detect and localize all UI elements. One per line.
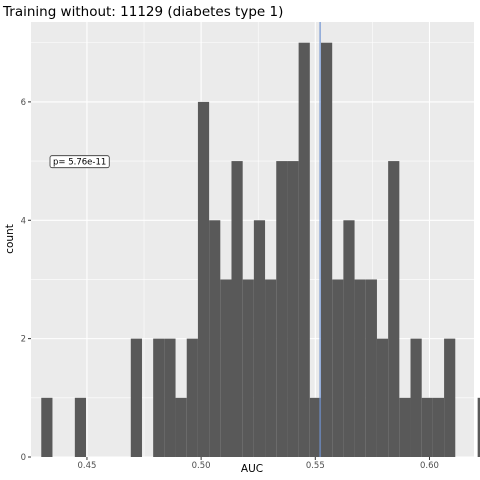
histogram-bar: [231, 161, 243, 457]
histogram-bar: [388, 161, 400, 457]
histogram-bar: [242, 279, 254, 457]
histogram-bars: [41, 42, 480, 458]
y-tick-label: 4: [21, 216, 26, 226]
histogram-bar: [343, 220, 355, 457]
histogram-bar: [365, 279, 377, 457]
histogram-bar: [432, 397, 445, 457]
histogram-bar: [399, 397, 411, 457]
p-value-label: p= 5.76e-11: [53, 158, 106, 168]
y-tick-label: 6: [21, 98, 26, 108]
histogram-bar: [153, 338, 165, 457]
histogram-bar: [186, 338, 198, 457]
histogram-bar: [410, 338, 422, 457]
histogram-bar: [321, 42, 333, 457]
histogram-bar: [253, 220, 266, 457]
histogram-bar: [287, 161, 299, 457]
histogram-bar: [209, 220, 221, 457]
histogram-bar: [164, 338, 176, 457]
histogram-bar: [477, 397, 480, 457]
x-axis-title: AUC: [241, 463, 263, 475]
histogram-bar: [332, 279, 344, 457]
histogram-bar: [276, 161, 288, 457]
x-tick-label: 0.55: [306, 461, 325, 471]
histogram-bar: [197, 101, 210, 458]
annotation-box: [49, 155, 110, 169]
histogram-bar: [175, 397, 187, 457]
histogram-bar: [376, 338, 389, 457]
y-axis-title: count: [4, 224, 16, 254]
histogram-bar: [130, 338, 142, 457]
histogram-bar: [421, 397, 433, 457]
histogram-bar: [265, 279, 277, 457]
histogram-bar: [220, 279, 232, 457]
y-tick-label: 0: [21, 453, 26, 463]
histogram-bar: [41, 397, 53, 457]
axis-ticks: 0.45 0.50 0.55 0.60 0 2 4 6: [21, 98, 439, 471]
chart-title: Training without: 11129 (diabetes type 1…: [2, 4, 283, 20]
histogram-bar: [354, 279, 366, 457]
histogram-bar: [298, 42, 310, 457]
annotation-layer: p= 5.76e-11: [49, 155, 110, 169]
grid-lines: [31, 22, 474, 458]
histogram-bar: [444, 338, 456, 457]
x-tick-label: 0.45: [77, 461, 96, 471]
y-tick-label: 2: [21, 335, 26, 345]
x-tick-label: 0.50: [192, 461, 211, 471]
histogram-bar: [309, 397, 322, 457]
histogram-bar: [74, 397, 87, 457]
x-tick-label: 0.60: [420, 461, 439, 471]
